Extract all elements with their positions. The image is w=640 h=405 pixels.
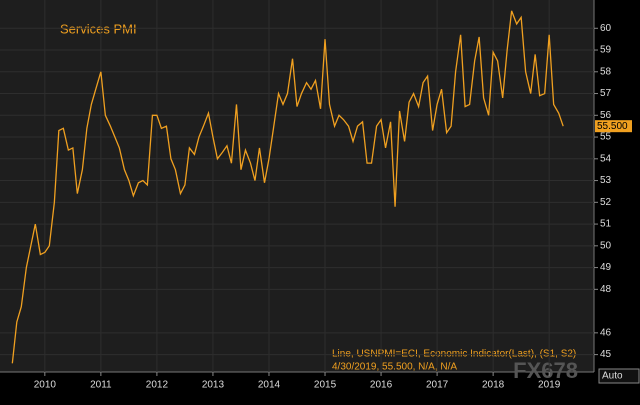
x-tick-label: 2011: [90, 380, 112, 391]
y-tick-label: 51: [600, 219, 612, 230]
plot-background: [0, 0, 594, 372]
data-line: [11, 10, 564, 364]
last-value-box: [595, 120, 632, 133]
x-tick-label: 2010: [34, 380, 57, 391]
x-tick-label: 2017: [426, 380, 449, 391]
y-tick-label: 58: [600, 66, 612, 77]
y-tick-label: 55: [600, 132, 612, 143]
y-tick-label: 56: [600, 110, 612, 121]
x-tick-label: 2019: [538, 380, 561, 391]
y-tick-label: 45: [600, 349, 612, 360]
x-tick-label: 2013: [202, 380, 225, 391]
watermark: FX678: [513, 358, 578, 383]
x-tick-label: 2012: [146, 380, 169, 391]
y-tick-label: 52: [600, 197, 612, 208]
chart-title: Services PMI: [60, 21, 137, 36]
y-tick-label: 46: [600, 327, 612, 338]
y-tick-label: 49: [600, 262, 612, 273]
y-tick-label: 50: [600, 240, 612, 251]
x-tick-label: 2016: [370, 380, 393, 391]
y-tick-label: 60: [600, 23, 612, 34]
auto-button[interactable]: [598, 368, 640, 384]
y-tick-label: 48: [600, 284, 612, 295]
x-tick-label: 2015: [314, 380, 337, 391]
y-tick-label: 54: [600, 153, 612, 164]
x-tick-label: 2018: [482, 380, 505, 391]
auto-label[interactable]: Auto: [602, 371, 623, 382]
last-value-label: 55.500: [597, 121, 628, 132]
legend-line: 4/30/2019, 55.500, N/A, N/A: [332, 362, 457, 373]
y-tick-label: 53: [600, 175, 612, 186]
y-tick-label: 59: [600, 45, 612, 56]
y-tick-label: 57: [600, 88, 612, 99]
x-tick-label: 2014: [258, 380, 281, 391]
